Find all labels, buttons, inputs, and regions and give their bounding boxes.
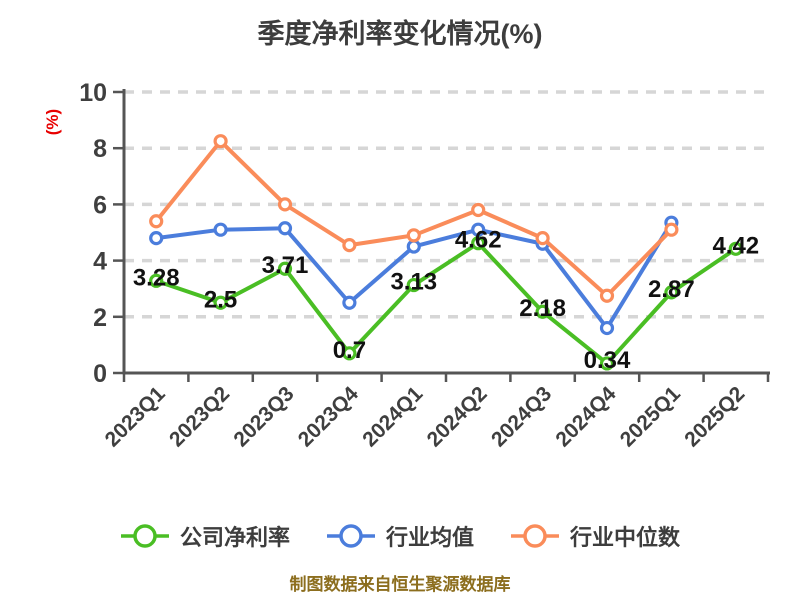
industry-median-point [406, 228, 421, 243]
x-tick-label-2024Q3: 2024Q3 [487, 382, 556, 451]
company-net-margin-value-label: 4.42 [712, 232, 759, 259]
x-tick-label-2023Q4: 2023Q4 [294, 382, 363, 451]
industry-median-legend-marker-icon [511, 524, 559, 548]
company-net-margin-point [342, 346, 357, 361]
company-net-margin-value-label: 3.71 [262, 252, 309, 279]
industry-median-point [471, 202, 486, 218]
x-tick-label-2025Q2: 2025Q2 [680, 382, 749, 451]
company-net-margin-line [155, 241, 737, 366]
industry-average-point [213, 222, 228, 237]
y-tick-label: 2 [93, 304, 107, 332]
industry-median-point [599, 288, 615, 303]
industry-average-legend-marker-icon [326, 524, 375, 548]
company-net-margin-value-label: 3.28 [133, 264, 180, 291]
x-tick-label-2023Q1: 2023Q1 [101, 382, 170, 451]
y-tick-label: 4 [93, 248, 107, 276]
legend-item-company-net-margin[interactable]: 公司净利率 [120, 520, 290, 552]
industry-median-point [664, 222, 679, 237]
y-tick-label: 8 [93, 135, 107, 163]
company-net-margin-legend-marker-icon [120, 524, 169, 548]
company-net-margin-point [471, 236, 486, 251]
y-tick-label: 10 [79, 79, 107, 107]
company-net-margin-value-label: 2.18 [519, 295, 566, 322]
company-net-margin-point [535, 304, 550, 319]
line-chart-canvas: 02468102023Q12023Q22023Q32023Q42024Q1202… [79, 79, 770, 451]
company-net-margin-value-label: 2.5 [204, 286, 237, 313]
company-net-margin-value-label: 3.13 [390, 269, 437, 296]
x-tick-label-2024Q1: 2024Q1 [358, 382, 427, 451]
y-tick-label: 0 [93, 360, 107, 388]
company-net-margin-value-label: 0.34 [584, 347, 631, 374]
x-tick-label-2024Q4: 2024Q4 [551, 382, 620, 451]
industry-average-point [277, 221, 293, 236]
y-tick-label: 6 [93, 191, 107, 219]
company-net-margin-point [728, 241, 743, 256]
company-net-margin-value-label: 2.87 [648, 276, 695, 303]
company-net-margin-point [599, 356, 615, 371]
chart-title: 季度净利率变化情况(%) [257, 19, 543, 49]
legend-item-industry-median[interactable]: 行业中位数 [510, 520, 680, 552]
company-net-margin-point [277, 261, 293, 276]
company-net-margin-point [213, 295, 228, 310]
legend-label-industry-median: 行业中位数 [570, 525, 681, 550]
source-note: 制图数据来自恒生聚源数据库 [289, 575, 511, 594]
industry-median-point [277, 197, 293, 212]
company-net-margin-value-label: 0.7 [333, 337, 366, 364]
x-tick-label-2024Q2: 2024Q2 [423, 382, 492, 451]
industry-average-point [149, 231, 164, 246]
legend-item-industry-average[interactable]: 行业均值 [326, 520, 474, 552]
chart-legend: 公司净利率 行业均值 行业中位数 [0, 520, 800, 552]
industry-median-point [213, 134, 228, 149]
industry-average-point [406, 239, 421, 254]
legend-label-company-net-margin: 公司净利率 [179, 525, 290, 550]
legend-label-industry-average: 行业均值 [385, 525, 474, 550]
industry-average-point [599, 320, 615, 336]
industry-median-point [149, 214, 164, 229]
industry-median-point [342, 238, 357, 253]
x-tick-label-2023Q3: 2023Q3 [229, 382, 298, 451]
company-net-margin-value-label: 4.62 [455, 227, 502, 254]
company-net-margin-point [664, 285, 679, 300]
industry-average-point [342, 295, 357, 310]
company-net-margin-point [406, 277, 421, 293]
industry-average-point [471, 222, 486, 237]
x-tick-label-2025Q1: 2025Q1 [616, 382, 685, 451]
industry-median-point [535, 231, 550, 246]
x-tick-label-2023Q2: 2023Q2 [165, 382, 234, 451]
company-net-margin-point [149, 273, 164, 288]
